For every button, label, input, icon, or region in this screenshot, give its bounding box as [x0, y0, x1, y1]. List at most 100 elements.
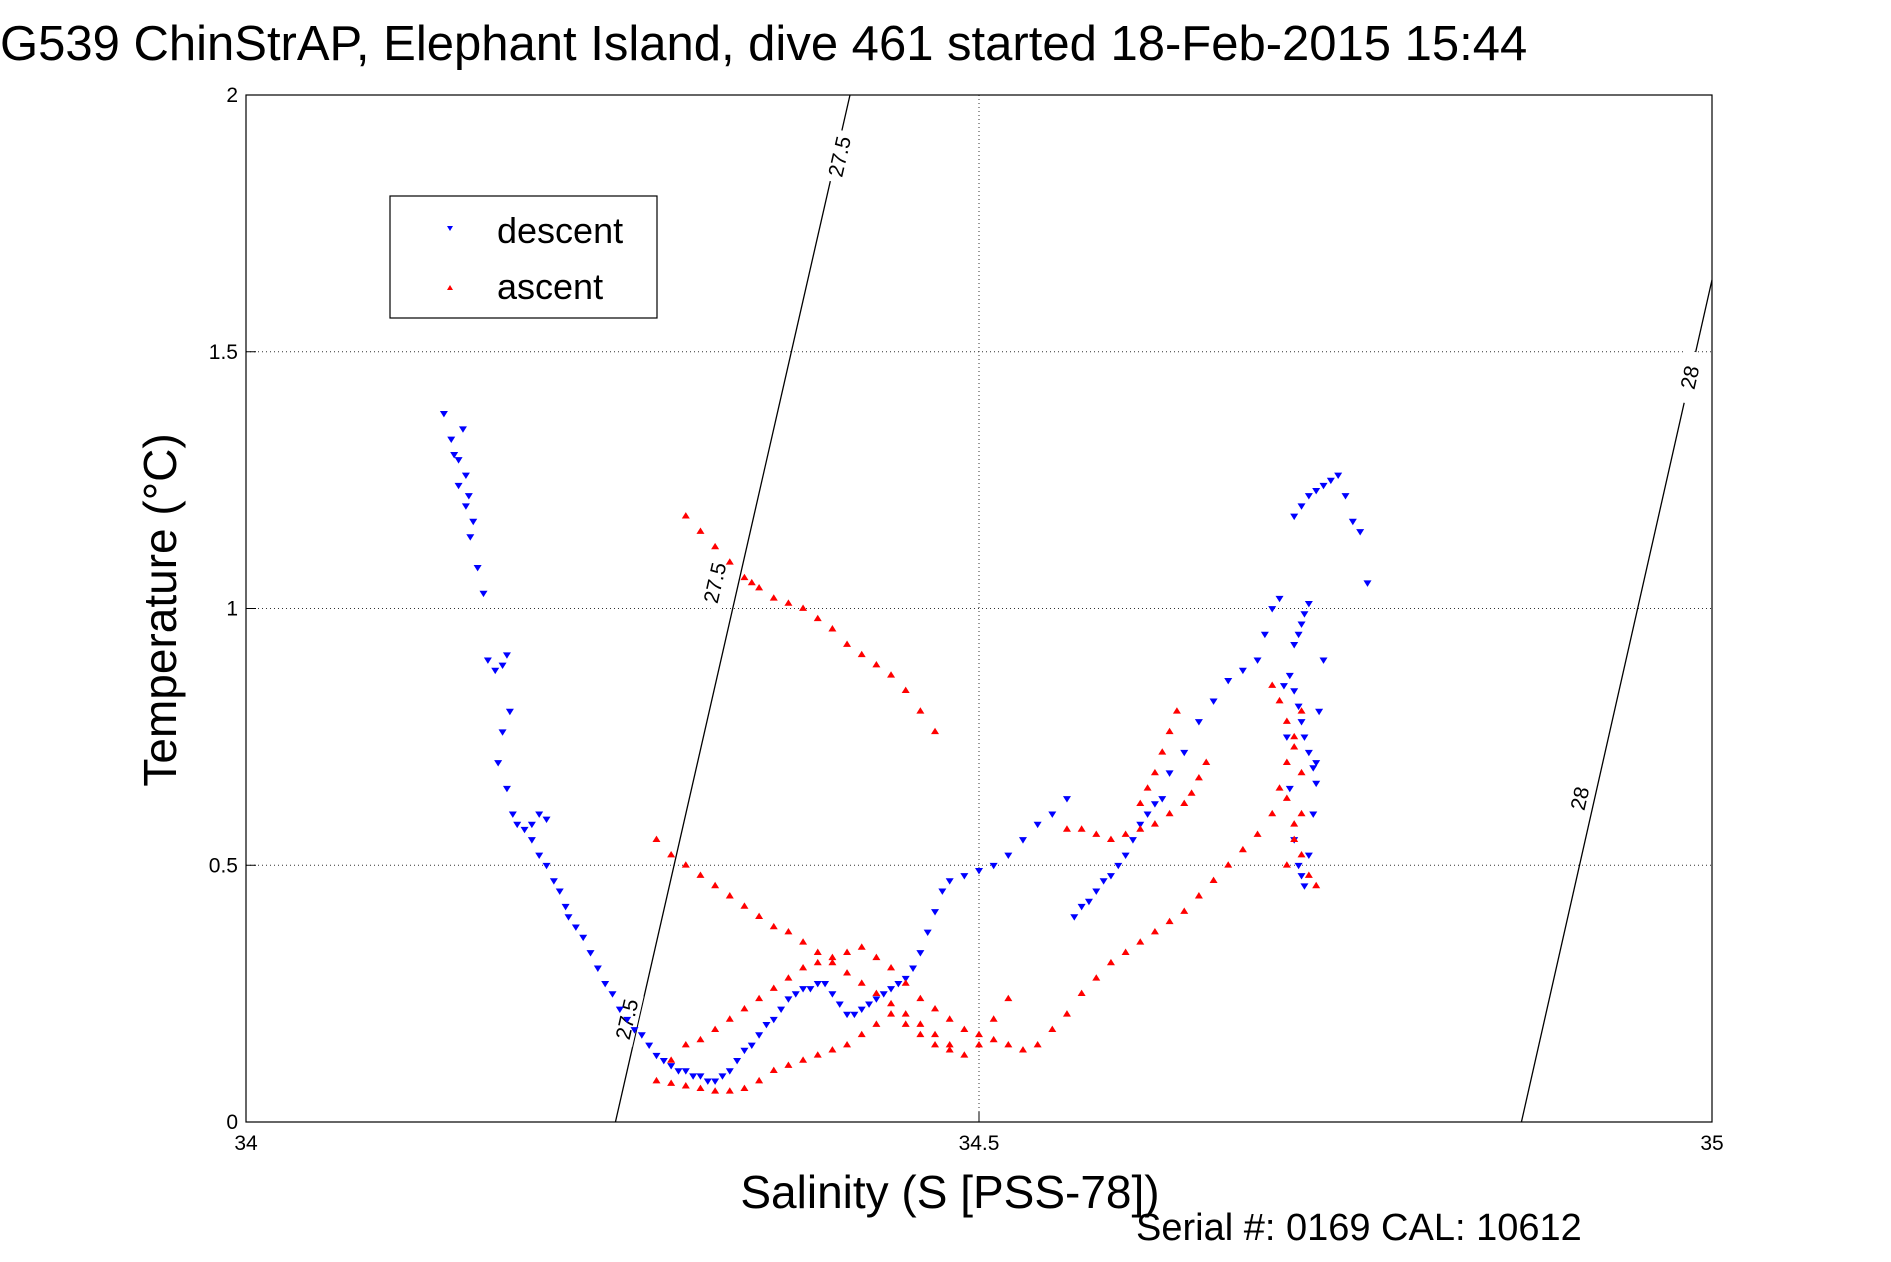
ascent-point [916, 707, 925, 714]
descent-point [1304, 600, 1313, 608]
descent-point [755, 1032, 764, 1039]
isopycnal-label-bg [698, 555, 732, 611]
descent-point [1300, 883, 1309, 890]
descent-point [667, 1063, 676, 1070]
descent-point [740, 1047, 749, 1055]
ascent-point [681, 1082, 690, 1089]
descent-point [520, 826, 529, 834]
ascent-point [755, 583, 764, 591]
descent-point [791, 991, 800, 998]
ascent-point [857, 650, 866, 658]
descent-point [1326, 477, 1335, 485]
ascent-point [857, 979, 866, 986]
ascent-point [887, 1010, 896, 1017]
ascent-point [857, 943, 866, 950]
ascent-point [1290, 835, 1299, 842]
ascent-point [725, 1087, 734, 1094]
ascent-point [1209, 876, 1218, 884]
ascent-point [960, 1025, 969, 1032]
y-tick-label: 0 [226, 1111, 238, 1134]
descent-point [1334, 472, 1343, 479]
descent-point [608, 991, 617, 998]
ascent-point [1312, 881, 1321, 889]
descent-point [1048, 811, 1057, 818]
ascent-point [755, 994, 764, 1002]
ascent-point [1004, 994, 1013, 1002]
ascent-point [784, 599, 793, 606]
descent-point [835, 1001, 844, 1008]
descent-point [1062, 796, 1071, 803]
descent-point [703, 1078, 712, 1085]
descent-point [1279, 683, 1288, 690]
y-tick-label: 2 [226, 84, 238, 107]
descent-point [447, 436, 456, 444]
descent-point [508, 811, 517, 818]
ascent-point [799, 963, 808, 971]
ascent-point [1172, 707, 1181, 714]
ascent-point [784, 928, 793, 935]
ascent-point [813, 614, 822, 622]
descent-point [535, 852, 544, 859]
ascent-point [901, 1010, 910, 1017]
ascent-point [769, 594, 778, 601]
ascent-point [1297, 850, 1306, 858]
ascent-point [1136, 938, 1145, 945]
descent-point [502, 785, 511, 793]
ascent-point [872, 953, 881, 961]
descent-point [1128, 837, 1137, 844]
ascent-point [747, 578, 756, 586]
ascent-point [1033, 1040, 1042, 1048]
ascent-point [799, 604, 808, 611]
ascent-point [843, 948, 852, 955]
descent-point [1297, 621, 1306, 628]
ascent-point [901, 979, 910, 986]
descent-point [879, 991, 888, 998]
ascent-point [667, 850, 676, 858]
descent-point [1285, 785, 1294, 793]
x-axis-label: Salinity (S [PSS-78]) [740, 1166, 1159, 1218]
descent-point [1297, 503, 1306, 510]
descent-point [806, 986, 815, 993]
ascent-point [1165, 727, 1174, 735]
descent-point [464, 493, 473, 500]
descent-point [542, 816, 551, 824]
ascent-point [799, 938, 808, 945]
legend-marker-ascent [447, 285, 453, 290]
ascent-point [975, 1040, 983, 1048]
descent-point [799, 986, 808, 993]
descent-point [659, 1057, 668, 1065]
descent-point [850, 1011, 859, 1019]
isopycnal-label-bg [823, 128, 857, 185]
ascent-point [916, 1030, 925, 1038]
ascent-point [813, 1051, 822, 1058]
ascent-point [1290, 732, 1299, 740]
descent-point [564, 914, 573, 921]
ascent-point [652, 835, 661, 842]
descent-point [1238, 667, 1247, 675]
descent-point [696, 1073, 705, 1080]
ascent-point [1304, 871, 1313, 878]
ascent-point [975, 1030, 983, 1038]
descent-point [894, 980, 903, 988]
ascent-point [1290, 820, 1299, 827]
descent-point [461, 503, 470, 510]
descent-point [689, 1073, 698, 1080]
descent-point [571, 924, 580, 931]
descent-point [1275, 595, 1284, 603]
descent-point [630, 1027, 639, 1034]
descent-point [527, 821, 536, 829]
ascent-point [887, 999, 896, 1007]
descent-point [466, 534, 475, 541]
descent-point [1304, 493, 1313, 500]
ascent-point [652, 1076, 661, 1084]
descent-point [1312, 487, 1321, 495]
ascent-point [696, 871, 705, 878]
descent-point [1150, 801, 1159, 808]
ascent-point [1268, 809, 1277, 817]
ascent-point [872, 1020, 881, 1027]
descent-point [1341, 493, 1350, 500]
descent-point [674, 1068, 683, 1075]
isopycnal-label-bg [1563, 770, 1597, 827]
ascent-point [755, 912, 764, 919]
